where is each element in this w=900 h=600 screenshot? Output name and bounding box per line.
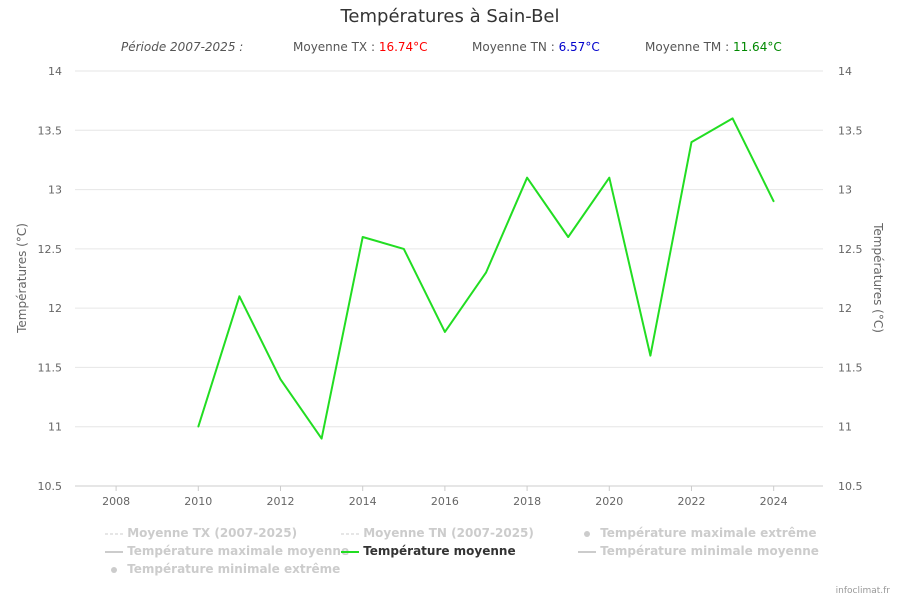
legend-line-icon — [105, 550, 123, 553]
data-point — [690, 141, 693, 143]
tn-average-value: 6.57°C — [558, 40, 600, 54]
data-point — [608, 176, 611, 179]
data-point — [649, 354, 652, 357]
x-ticks: 2008 2010 2012 2014 2016 2018 2020 2022 2024 — [102, 486, 788, 508]
tm-average-value: 11.64°C — [732, 40, 782, 54]
data-point — [238, 295, 241, 298]
y-tick-label-right: 11 — [838, 421, 852, 434]
y-axis-label-left: Températures (°C) — [15, 223, 29, 334]
y-axis-label-right: Températures (°C) — [871, 222, 885, 333]
y-ticks: 10.5 10.5 11 11 11.5 11.5 12 12 12.5 12.5 13 13 13.5… — [38, 65, 863, 493]
data-point — [444, 331, 446, 333]
series-line-temperature-moyenne — [197, 117, 775, 440]
legend-item-temp-min-extreme[interactable]: Température minimale extrême — [105, 562, 340, 576]
tn-average: Moyenne TN : 6.57°C — [472, 40, 600, 54]
y-tick-label-right: 14 — [838, 65, 852, 78]
y-tick-label-right: 12 — [838, 302, 852, 315]
y-tick-label-right: 11.5 — [838, 361, 863, 374]
y-tick-label-left: 14 — [48, 65, 62, 78]
credit-link[interactable]: infoclimat.fr — [835, 586, 890, 596]
legend-dot-icon — [584, 530, 590, 537]
legend-item-moyenne-tx[interactable]: Moyenne TX (2007-2025) — [105, 526, 297, 540]
x-tick-label: 2008 — [102, 495, 130, 508]
data-point — [567, 236, 569, 238]
tx-average: Moyenne TX : 16.74°C — [293, 40, 428, 54]
x-tick-label: 2012 — [266, 495, 294, 508]
y-tick-label-left: 12 — [48, 302, 62, 315]
y-tick-label-left: 10.5 — [38, 480, 63, 493]
y-tick-label-left: 11.5 — [38, 361, 63, 374]
series-layer — [197, 117, 775, 440]
tm-average-label: Moyenne TM : — [645, 40, 730, 54]
x-tick-label: 2018 — [513, 495, 541, 508]
data-point — [772, 200, 775, 203]
x-tick-label: 2014 — [349, 495, 377, 508]
legend-dot-icon — [111, 566, 117, 573]
tm-average: Moyenne TM : 11.64°C — [645, 40, 782, 54]
x-tick-label: 2016 — [431, 495, 459, 508]
data-point — [361, 236, 364, 238]
y-tick-label-right: 13.5 — [838, 124, 863, 137]
x-tick-label: 2010 — [184, 495, 212, 508]
legend-item-moyenne-tn[interactable]: Moyenne TN (2007-2025) — [341, 526, 534, 540]
legend-dash-icon — [341, 533, 359, 534]
y-tick-label-right: 10.5 — [838, 480, 863, 493]
tn-average-label: Moyenne TN : — [472, 40, 555, 54]
tx-average-label: Moyenne TX : — [293, 40, 375, 54]
y-tick-label-left: 12.5 — [38, 243, 63, 256]
data-point — [279, 378, 282, 381]
y-tick-label-left: 13.5 — [38, 124, 63, 137]
data-point — [320, 437, 323, 440]
period-label: Période 2007-2025 : — [121, 40, 244, 54]
y-tick-label-left: 13 — [48, 184, 62, 197]
grid-layer — [75, 70, 823, 428]
y-tick-label-right: 13 — [838, 184, 852, 197]
x-tick-label: 2024 — [760, 495, 788, 508]
y-tick-label-right: 12.5 — [838, 243, 863, 256]
legend-item-temp-max-moyenne[interactable]: Température maximale moyenne — [105, 544, 349, 558]
legend-item-temp-moyenne[interactable]: Température moyenne — [341, 544, 516, 558]
x-tick-label: 2022 — [677, 495, 705, 508]
data-point — [402, 248, 405, 250]
legend-dash-icon — [105, 533, 123, 534]
y-tick-label-left: 11 — [48, 421, 62, 434]
chart-title: Températures à Sain-Bel — [340, 6, 560, 27]
data-point — [197, 425, 200, 428]
legend-item-temp-max-extreme[interactable]: Température maximale extrême — [578, 526, 816, 540]
legend-line-icon — [341, 550, 359, 553]
legend-item-temp-min-moyenne[interactable]: Température minimale moyenne — [578, 544, 819, 558]
data-point — [485, 271, 487, 274]
legend-line-icon — [578, 550, 596, 553]
data-point — [526, 176, 528, 179]
data-point — [731, 117, 734, 120]
x-tick-label: 2020 — [595, 495, 623, 508]
tx-average-value: 16.74°C — [378, 40, 428, 54]
